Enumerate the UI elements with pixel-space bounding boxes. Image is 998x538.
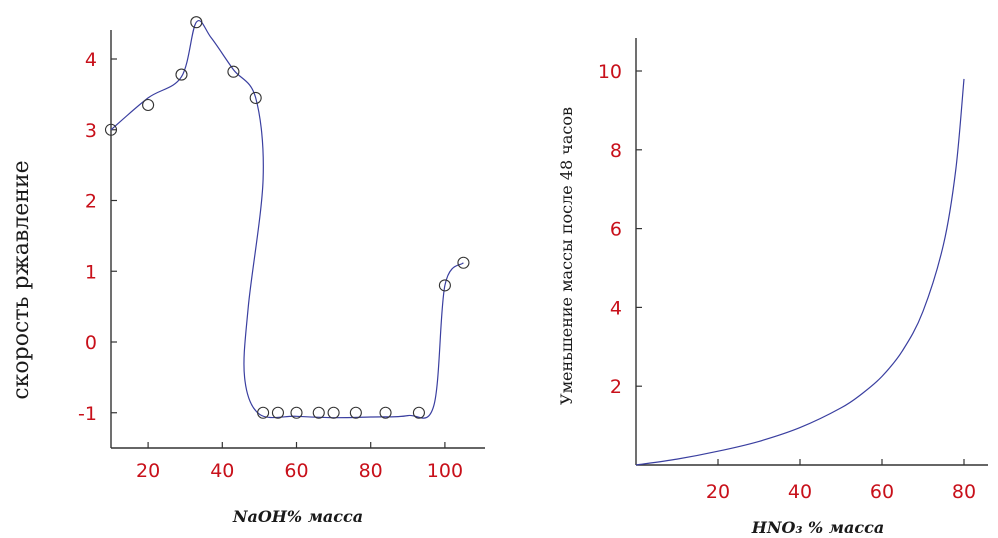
chart1-ytick-label-2: 1 <box>85 261 97 283</box>
chart1-point-10 <box>327 406 340 419</box>
chart1-ytick-label-4: 3 <box>85 120 97 142</box>
chart1-point-2 <box>175 68 188 81</box>
chart1-point-4 <box>227 65 240 78</box>
chart1-point-11 <box>349 406 362 419</box>
chart2-xlabel: HNO₃ % масса <box>751 518 884 537</box>
chart1-point-1 <box>142 98 155 112</box>
chart1-xtick-label-4: 100 <box>427 460 463 482</box>
chart2-xtick-label-1: 40 <box>788 481 812 503</box>
chart1-point-7 <box>271 406 285 419</box>
chart1-point-13 <box>412 406 425 419</box>
chart1-xtick-label-1: 40 <box>210 460 234 482</box>
chart1-ytick-label-1: 0 <box>85 332 97 354</box>
chart2-xtick-label-3: 80 <box>952 481 976 503</box>
chart1-ytick-label-5: 4 <box>85 49 97 71</box>
chart1-point-8 <box>290 406 303 419</box>
chart-hno3: Уменьшение массы после 48 часов HNO₃ % м… <box>557 38 988 537</box>
chart1-xtick-label-0: 20 <box>136 460 160 482</box>
chart1-point-9 <box>312 406 325 419</box>
chart1-ytick-label-0: -1 <box>78 403 97 425</box>
chart1-point-5 <box>249 91 262 104</box>
chart2-xtick-label-2: 60 <box>870 481 894 503</box>
chart1-xtick-label-3: 80 <box>359 460 383 482</box>
chart1-ylabel: скорость ржавление <box>9 160 34 399</box>
chart1-point-6 <box>257 406 270 419</box>
chart1-xtick-label-2: 60 <box>284 460 308 482</box>
chart-naoh: скорость ржавление NaOH% масса -1 0 1 2 3 4 20… <box>9 16 485 526</box>
chart1-point-15 <box>457 256 470 269</box>
chart2-ytick-label-0: 2 <box>610 376 622 398</box>
chart2-series-curve <box>635 78 965 466</box>
chart1-point-12 <box>379 406 392 419</box>
chart2-ylabel: Уменьшение массы после 48 часов <box>557 107 576 405</box>
chart2-ytick-label-3: 8 <box>610 140 622 162</box>
chart2-xtick-label-0: 20 <box>706 481 730 503</box>
chart2-ytick-label-2: 6 <box>610 219 622 241</box>
chart2-ytick-label-4: 10 <box>598 61 622 83</box>
chart2-ytick-label-1: 4 <box>610 297 622 319</box>
chart1-ytick-label-3: 2 <box>85 191 97 213</box>
chart1-series-curve <box>110 20 464 419</box>
chart1-point-3 <box>190 16 203 29</box>
chart1-xlabel: NaOH% масса <box>232 507 363 526</box>
chart1-point-0 <box>104 123 118 136</box>
chart1-point-14 <box>438 279 451 292</box>
